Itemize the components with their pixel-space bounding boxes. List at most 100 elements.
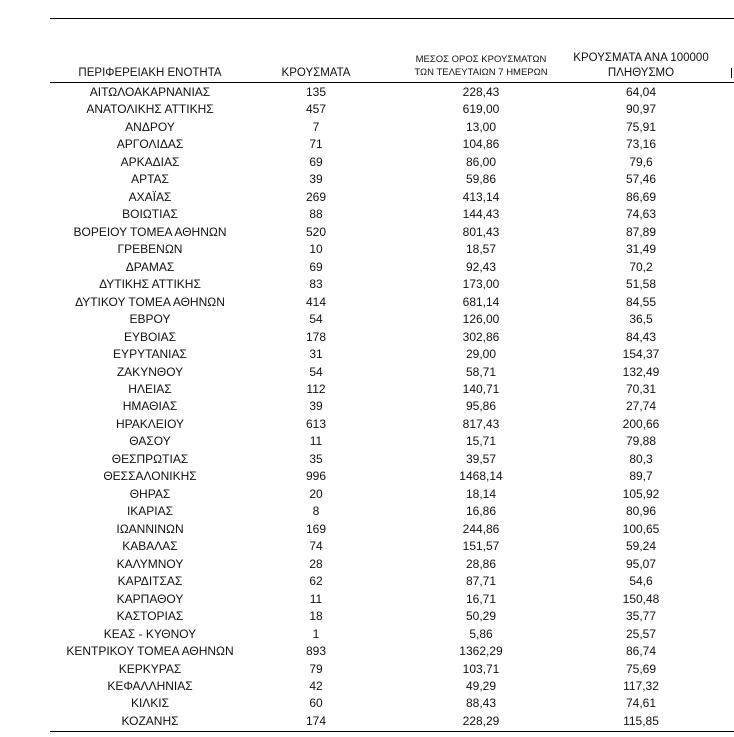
region-name: ΑΡΚΑΔΙΑΣ [120,154,180,169]
table-cell: 117,32 [623,678,659,693]
table-cell: 49,29 [465,678,497,693]
table-cell: 57,46 [625,172,657,187]
region-name: ΙΚΑΡΙΑΣ [126,504,174,519]
table-cell: 15,71 [465,434,497,449]
table-cell: 64,04 [625,85,657,99]
table-cell: 619,00 [462,102,500,117]
table-cell: 103,71 [462,661,500,676]
table-cell: 104,86 [462,137,500,152]
region-name: ΔΥΤΙΚΗΣ ΑΤΤΙΚΗΣ [99,277,201,292]
table-cell: 54 [309,312,323,327]
table-cell: 74,63 [625,207,657,222]
table-cell: 92,43 [465,259,497,274]
table-cell: 73,16 [625,137,657,152]
region-name: ΚΕΡΚΥΡΑΣ [118,661,182,676]
table-cell: 75,91 [625,119,657,134]
table-cell: 86,00 [465,154,497,169]
table-cell: 71 [309,137,323,152]
region-name: ΚΙΛΚΙΣ [130,696,170,711]
table-cell: 39,57 [465,451,497,466]
table-cell: 39 [309,399,323,414]
region-name: ΑΝΔΡΟΥ [125,119,175,134]
table-cell: 74,61 [625,696,657,711]
table-cell: 144,43 [462,207,500,222]
table-cell: 86,69 [625,189,657,204]
table-cell: 80,96 [625,504,657,519]
column-header: ΠΛΗΘΥΣΜΟ [607,67,675,79]
table-cell: 50,29 [465,609,497,624]
table-cell: 25,57 [625,626,657,641]
region-name: ΒΟΙΩΤΙΑΣ [122,207,178,222]
table-cell: 87,89 [625,224,657,239]
region-name: ΚΑΣΤΟΡΙΑΣ [116,609,184,624]
table-cell: 115,85 [623,713,659,728]
table-cell: 126,00 [462,312,500,327]
table-cell: 302,86 [462,329,500,344]
top-rule [50,18,734,19]
region-name: ΚΑΡΠΑΘΟΥ [116,591,184,606]
table-cell: 7 [312,119,320,134]
table-cell: 150,48 [622,591,660,606]
table-cell: 83 [309,277,323,292]
table-cell: 80,3 [629,451,653,466]
table-cell: 74 [309,539,323,554]
table-cell: 42 [309,678,323,693]
table-cell: 58,71 [465,364,497,379]
table-cell: 1362,29 [459,644,503,659]
table-cell: 228,29 [462,713,500,728]
table-cell: 31,49 [625,242,657,257]
table-cell: 28,86 [465,556,497,571]
table-cell: 95,86 [465,399,497,414]
table-cell: 893 [305,644,327,659]
table-cell: 90,97 [625,102,657,117]
table-cell: 79 [309,661,323,676]
region-name: ΘΗΡΑΣ [129,486,171,501]
table-cell: 69 [309,259,323,274]
table-cell: 35,77 [625,609,657,624]
column-header: ΜΕΣΟΣ ΟΡΟΣ ΚΡΟΥΣΜΑΤΩΝ [415,54,547,65]
table-cell: 59,24 [625,539,657,554]
table-cell: 200,66 [622,416,660,431]
region-name: ΑΧΑΪΑΣ [128,189,172,204]
region-name: ΖΑΚΥΝΘΟΥ [116,364,184,379]
region-name: ΑΡΤΑΣ [131,172,169,187]
table-cell: 60 [309,696,323,711]
header-rule [50,82,734,83]
region-name: ΘΕΣΠΡΩΤΙΑΣ [111,451,189,466]
region-name: ΗΛΕΙΑΣ [128,381,172,396]
table-cell: 178 [305,329,327,344]
region-name: ΕΥΒΟΙΑΣ [123,329,177,344]
table-cell: 79,88 [625,434,657,449]
table-cell: 59,86 [465,172,497,187]
table-cell: 18,14 [465,486,497,501]
table-cell: 86,74 [625,644,657,659]
table-cell: 8 [312,504,320,519]
region-name: ΔΥΤΙΚΟΥ ΤΟΜΕΑ ΑΘΗΝΩΝ [75,294,225,309]
region-name: ΗΡΑΚΛΕΙΟΥ [115,416,185,431]
table-cell: 39 [309,172,323,187]
column-header: ΤΩΝ ΤΕΛΕΥΤΑΙΩΝ 7 ΗΜΕΡΩΝ [414,67,548,78]
table-cell: 520 [305,224,327,239]
table-cell: 18,57 [465,242,497,257]
column-header: ΠΕΡΙΦΕΡΕΙΑΚΗ ΕΝΟΤΗΤΑ [78,67,222,79]
region-name: ΘΑΣΟΥ [129,434,171,449]
region-name: ΓΡΕΒΕΝΩΝ [117,242,183,257]
table-cell: 269 [305,189,327,204]
column-header: ΚΡΟΥΣΜΑΤΑ ΑΝΑ 100000 [573,52,709,64]
table-cell: 154,37 [622,347,660,362]
table-cell: 100,65 [622,521,660,536]
table-cell: 112 [306,381,326,396]
region-name: ΘΕΣΣΑΛΟΝΙΚΗΣ [103,469,197,484]
table-cell: 70,2 [629,259,653,274]
region-name: ΒΟΡΕΙΟΥ ΤΟΜΕΑ ΑΘΗΝΩΝ [73,224,227,239]
table-cell: 88 [309,207,323,222]
column-header: ΚΡΟΥΣΜΑΤΑ [281,67,351,79]
table-cell: 62 [309,574,323,589]
region-name: ΑΡΓΟΛΙΔΑΣ [116,137,184,152]
table-cell: 16,71 [465,591,497,606]
table-cell: 5,86 [469,626,493,641]
table-cell: 89,7 [629,469,653,484]
region-name: ΚΑΛΥΜΝΟΥ [116,556,184,571]
bottom-rule [50,731,734,732]
region-name: ΗΜΑΘΙΑΣ [122,399,178,414]
